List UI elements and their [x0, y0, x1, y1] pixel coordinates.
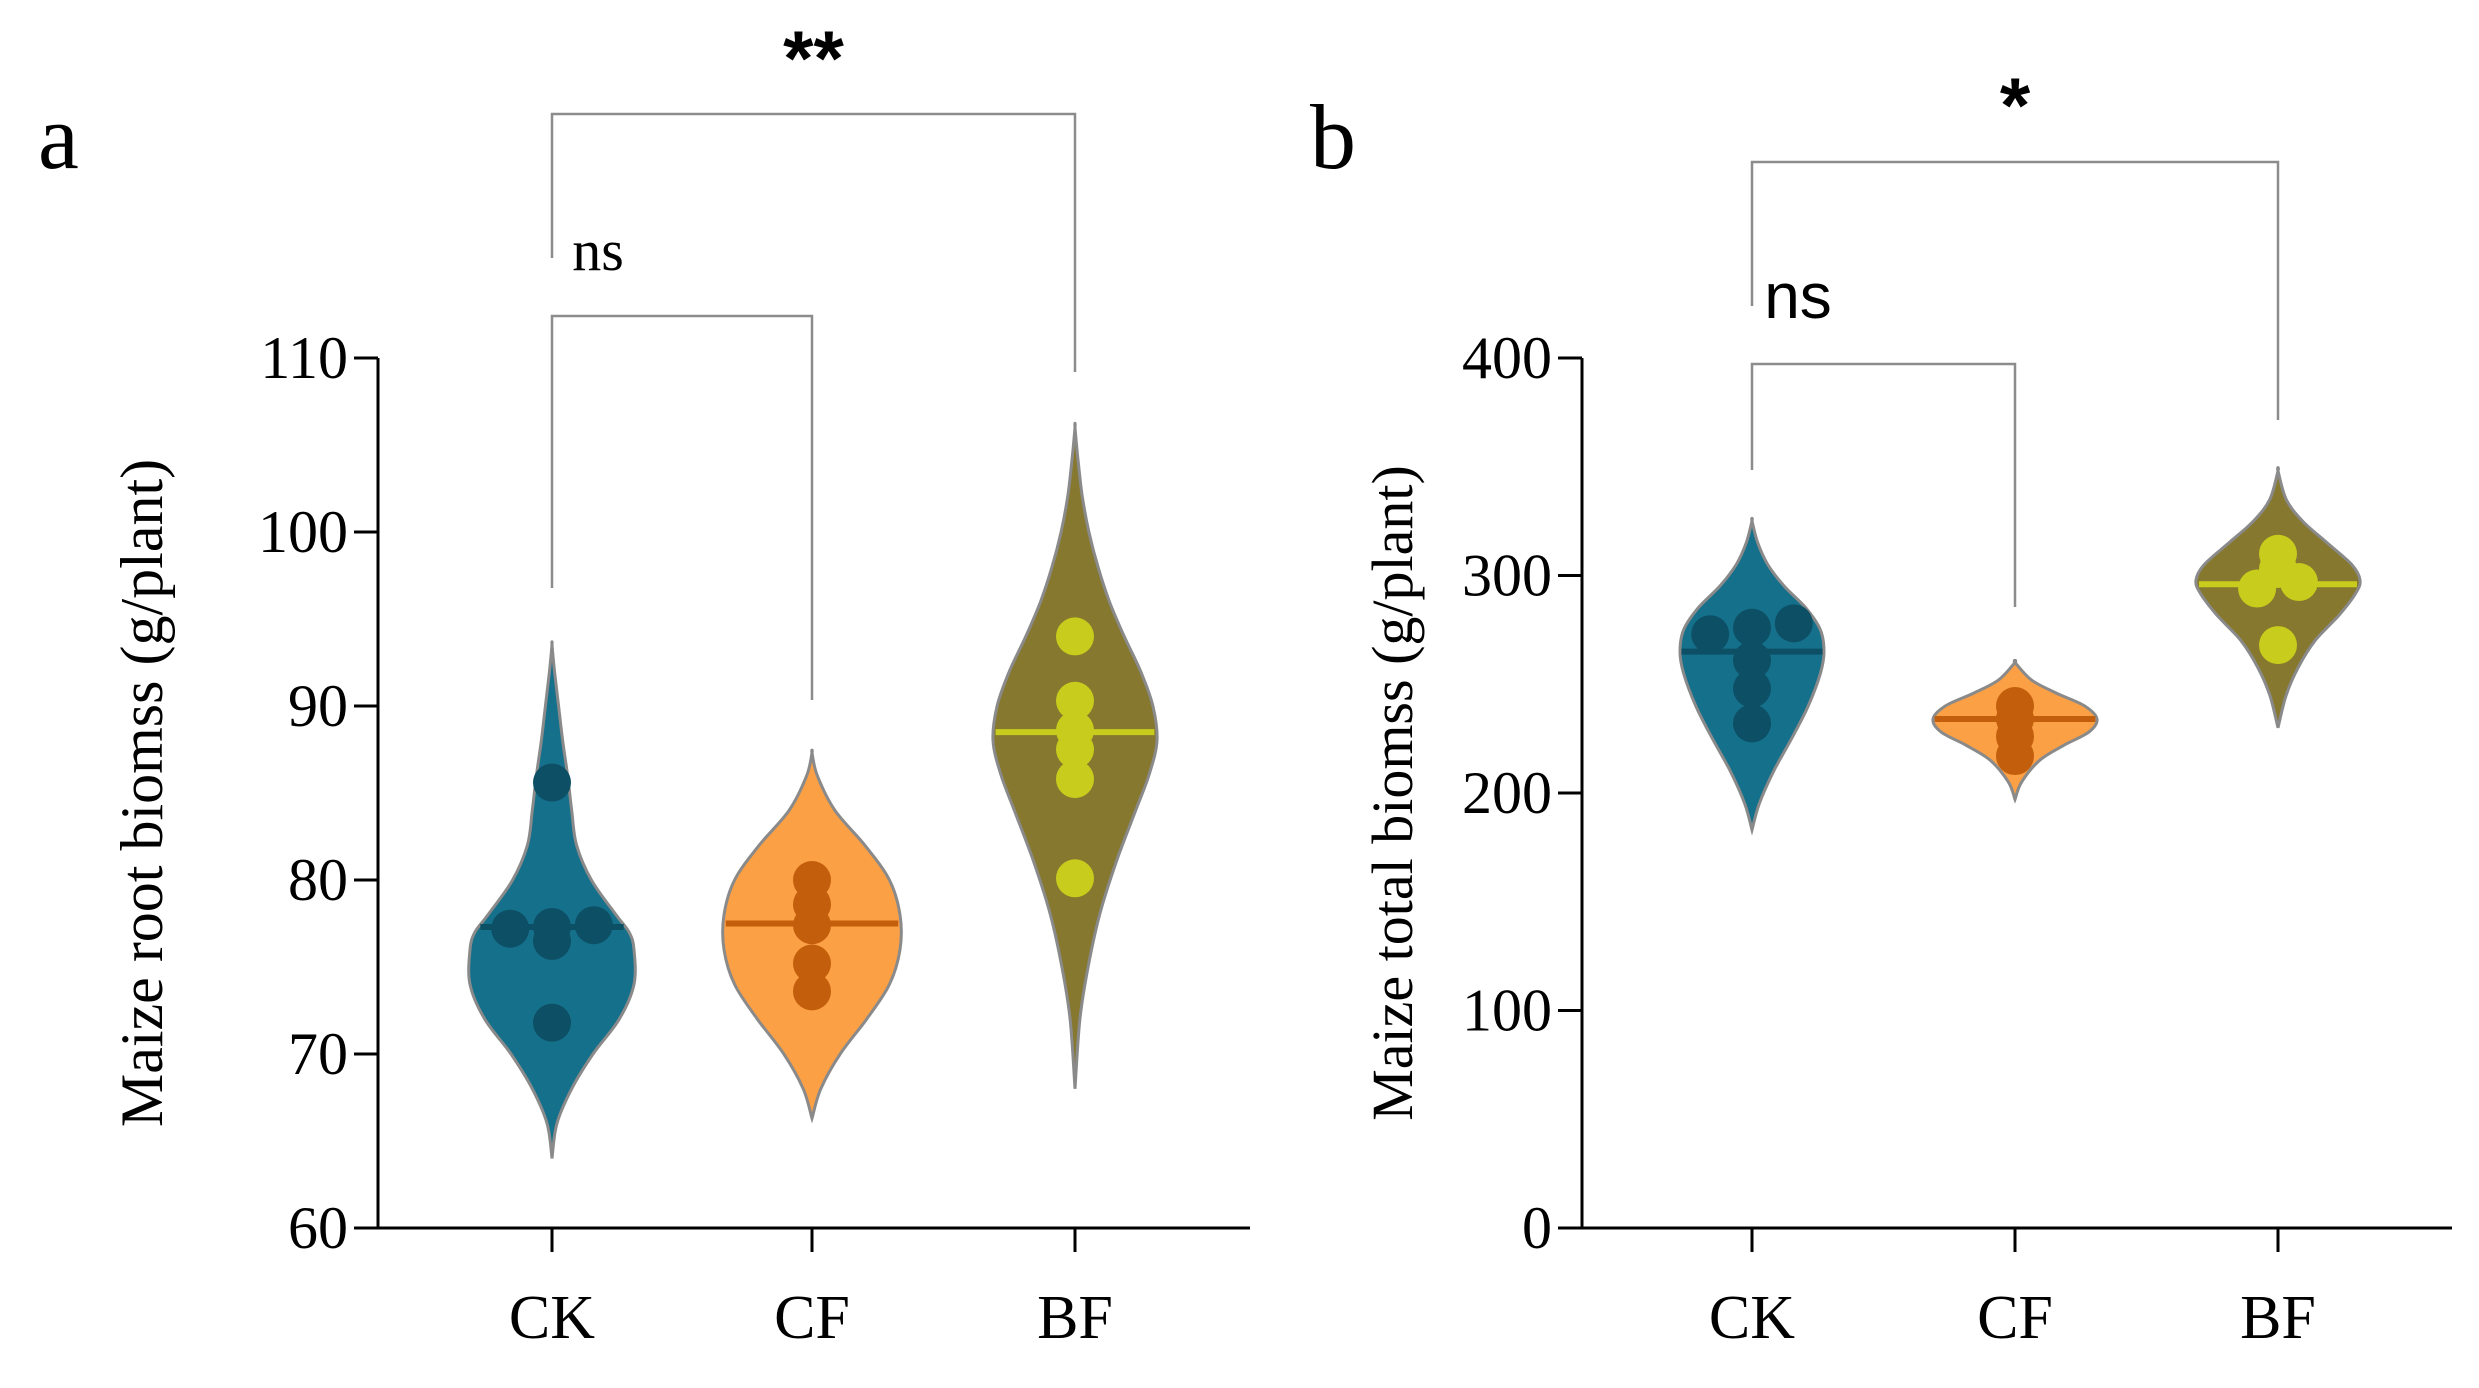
significance-bracket	[550, 112, 1077, 372]
y-tick-label: 80	[288, 847, 348, 913]
data-point-bf	[1056, 617, 1094, 656]
data-point-bf	[2279, 563, 2318, 602]
panel-a-label: a	[38, 86, 79, 188]
data-point-ck	[1691, 615, 1730, 654]
data-point-ck	[1733, 608, 1771, 647]
y-tick-label: 400	[1462, 325, 1552, 391]
data-point-cf	[1996, 737, 2034, 776]
data-point-ck	[1733, 641, 1771, 680]
data-point-cf	[793, 906, 831, 945]
data-point-cf	[793, 944, 831, 983]
significance-bracket	[550, 314, 814, 700]
x-tick-label-bf: BF	[1037, 1284, 1113, 1352]
y-tick-label: 60	[288, 1195, 348, 1261]
y-tick-label: 100	[258, 499, 348, 565]
y-tick-label: 200	[1462, 760, 1552, 826]
data-point-bf	[1056, 730, 1094, 769]
y-tick-label: 70	[288, 1021, 348, 1087]
x-tick-label-cf: CF	[1977, 1284, 2053, 1352]
data-point-bf	[1056, 859, 1094, 898]
data-point-ck	[533, 763, 571, 802]
data-point-ck	[1733, 704, 1771, 743]
y-tick-label: 100	[1462, 978, 1552, 1044]
data-point-bf	[1056, 760, 1094, 799]
y-axis-label: Maize root biomss (g/plant)	[109, 459, 175, 1127]
data-point-bf	[1056, 681, 1094, 720]
violin-ck	[467, 640, 637, 1159]
panel-a-chart: a 60 70 80 90 100 110 Maize root biomss (g/pla…	[38, 14, 1250, 1352]
x-tick-label-ck: CK	[509, 1284, 595, 1352]
x-tick-label-bf: BF	[2240, 1284, 2316, 1352]
violin-bf	[2194, 466, 2362, 729]
data-point-ck	[533, 921, 571, 960]
data-point-bf	[2259, 626, 2297, 665]
y-tick-label: 300	[1462, 543, 1552, 609]
data-point-ck	[1733, 669, 1771, 708]
significance-bracket	[1750, 362, 2017, 607]
data-point-ck	[491, 909, 530, 948]
significance-label: *	[2000, 61, 2031, 149]
x-tick-label-ck: CK	[1709, 1284, 1795, 1352]
x-tick-label-cf: CF	[774, 1284, 850, 1352]
y-tick-label: 90	[288, 673, 348, 739]
y-axis-label: Maize total biomss (g/plant)	[1360, 465, 1425, 1121]
panel-b-label: b	[1310, 86, 1356, 188]
significance-label: ns	[572, 218, 624, 283]
data-point-ck	[1774, 604, 1813, 643]
data-point-bf	[2238, 569, 2277, 608]
data-point-ck	[533, 1003, 571, 1042]
data-point-ck	[574, 906, 613, 945]
panel-b-chart: b 0 100 200 300 400 Maize total biomss (g/pla…	[1310, 61, 2452, 1352]
significance-label: **	[783, 14, 844, 102]
significance-label: ns	[1764, 260, 1832, 332]
significance-bracket	[1750, 160, 2280, 420]
y-tick-label: 110	[260, 325, 348, 391]
y-tick-label: 0	[1522, 1195, 1552, 1261]
data-point-cf	[793, 972, 831, 1011]
